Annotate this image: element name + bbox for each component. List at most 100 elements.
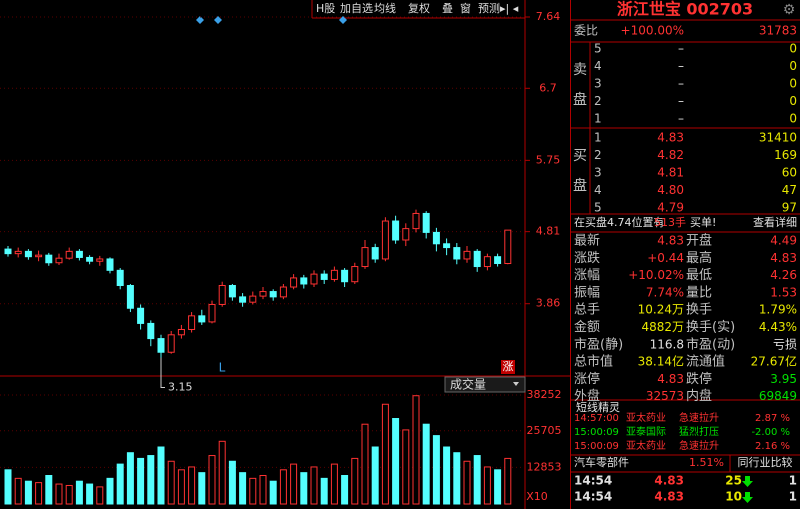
price: 4.79 xyxy=(657,201,684,215)
candle-body xyxy=(228,285,236,298)
volume-bar xyxy=(361,423,369,505)
candle-body xyxy=(249,295,257,303)
candle-body xyxy=(300,277,308,285)
price: – xyxy=(678,94,684,108)
trade-flag: 1 xyxy=(789,474,797,488)
level: 4 xyxy=(594,183,602,197)
toolbar-button[interactable]: 窗 xyxy=(460,1,471,15)
alert-change: 2.87 % xyxy=(755,413,790,424)
candle-body xyxy=(402,228,410,241)
candle-body xyxy=(55,257,63,264)
candle-body xyxy=(147,322,155,340)
compare-link[interactable]: 同行业比较 xyxy=(738,455,793,469)
quote-value: 27.67亿 xyxy=(751,354,797,369)
notice: 买单! xyxy=(690,216,716,229)
quote-value: 1.53 xyxy=(770,285,797,299)
volume-bar xyxy=(259,475,267,505)
trade-size: 10 xyxy=(725,490,742,504)
level: 4 xyxy=(594,59,602,73)
quote-label: 换手(实) xyxy=(686,320,735,335)
y-tick-label: 4.81 xyxy=(536,225,561,238)
toolbar-button[interactable]: 均线 xyxy=(374,1,396,15)
size: 97 xyxy=(782,201,797,215)
candle-body xyxy=(443,243,451,249)
quote-label: 换手 xyxy=(686,303,712,318)
alert-event: 猛烈打压 xyxy=(679,425,719,438)
price: – xyxy=(678,42,684,56)
alert-stock: 亚太药业 xyxy=(626,411,666,424)
volume-bar xyxy=(432,435,440,505)
notice-link[interactable]: 查看详细 xyxy=(753,215,797,229)
toolbar-button[interactable]: 叠 xyxy=(442,2,453,15)
size: 0 xyxy=(789,94,797,108)
candle-body xyxy=(279,286,287,298)
volume-multiplier: X10 xyxy=(526,490,548,503)
quote-value: +0.44 xyxy=(647,251,684,265)
level: 3 xyxy=(594,77,602,91)
candle-body xyxy=(483,256,491,268)
price: – xyxy=(678,77,684,91)
settings-icon[interactable]: ⚙ xyxy=(783,2,796,18)
quote-value: 116.8 xyxy=(650,337,684,351)
quote-label: 市盈(动) xyxy=(686,336,735,352)
volume-bar xyxy=(249,477,257,505)
size: 0 xyxy=(789,77,797,91)
candle-body xyxy=(177,328,185,336)
candle-body xyxy=(157,338,165,353)
candle-body xyxy=(106,258,114,271)
quote-value: 4.83 xyxy=(770,251,797,265)
volume-bar xyxy=(341,475,349,505)
candle-body xyxy=(504,229,512,265)
volume-bar xyxy=(4,469,12,505)
indicator-select[interactable] xyxy=(444,376,526,393)
candle-body xyxy=(188,315,196,330)
sector-name: 汽车零部件 xyxy=(574,455,629,469)
candle-body xyxy=(14,250,22,255)
panel-lines xyxy=(571,19,800,473)
size: 47 xyxy=(782,183,797,197)
candle-body xyxy=(290,277,298,288)
quote-value: 4.49 xyxy=(770,234,797,248)
y-tick-label: 6.7 xyxy=(539,81,557,94)
toolbar-button[interactable]: H股 xyxy=(316,2,335,15)
price: 4.80 xyxy=(657,183,684,197)
toolbar-button[interactable]: 复权 xyxy=(408,1,430,15)
label: 委比 xyxy=(574,24,598,38)
order-diff: 31783 xyxy=(759,24,797,38)
candle-body xyxy=(463,250,471,260)
quote-value: 4.26 xyxy=(770,268,797,282)
candle-body xyxy=(126,285,134,309)
candle-body xyxy=(35,254,43,258)
volume-bar xyxy=(412,395,420,505)
toolbar-button[interactable]: 预测 xyxy=(478,2,500,15)
level: 3 xyxy=(594,166,602,180)
candle-body xyxy=(341,269,349,283)
alert-stock: 亚泰国际 xyxy=(626,425,666,438)
price: 4.81 xyxy=(657,166,684,180)
toolbar-arrows[interactable]: ▸| ◂ xyxy=(500,2,519,15)
volume-bar xyxy=(106,477,114,505)
candle-body xyxy=(361,247,369,268)
candle-body xyxy=(269,291,277,298)
alert-time: 15:00:09 xyxy=(574,441,619,452)
level: 5 xyxy=(594,201,602,215)
level: 2 xyxy=(594,148,602,162)
volume-bar xyxy=(86,483,94,505)
candle-body xyxy=(392,220,400,241)
volume-bar xyxy=(402,429,410,505)
size: 31410 xyxy=(759,131,797,145)
level: 5 xyxy=(594,42,602,56)
quote-label: 涨跌 xyxy=(574,250,600,266)
volume-bar xyxy=(320,477,328,505)
candle-body xyxy=(137,307,145,324)
volume-bar xyxy=(269,480,277,505)
volume-bar xyxy=(177,469,185,505)
volume-bar xyxy=(463,460,471,505)
alert-event: 急速拉升 xyxy=(679,411,719,424)
quote-value: 4882万 xyxy=(641,320,684,334)
toolbar-button[interactable]: 加自选 xyxy=(340,2,373,15)
quote-value: 38.14亿 xyxy=(638,354,684,369)
y-tick-label: 7.64 xyxy=(536,10,561,23)
candle-body xyxy=(96,258,104,262)
